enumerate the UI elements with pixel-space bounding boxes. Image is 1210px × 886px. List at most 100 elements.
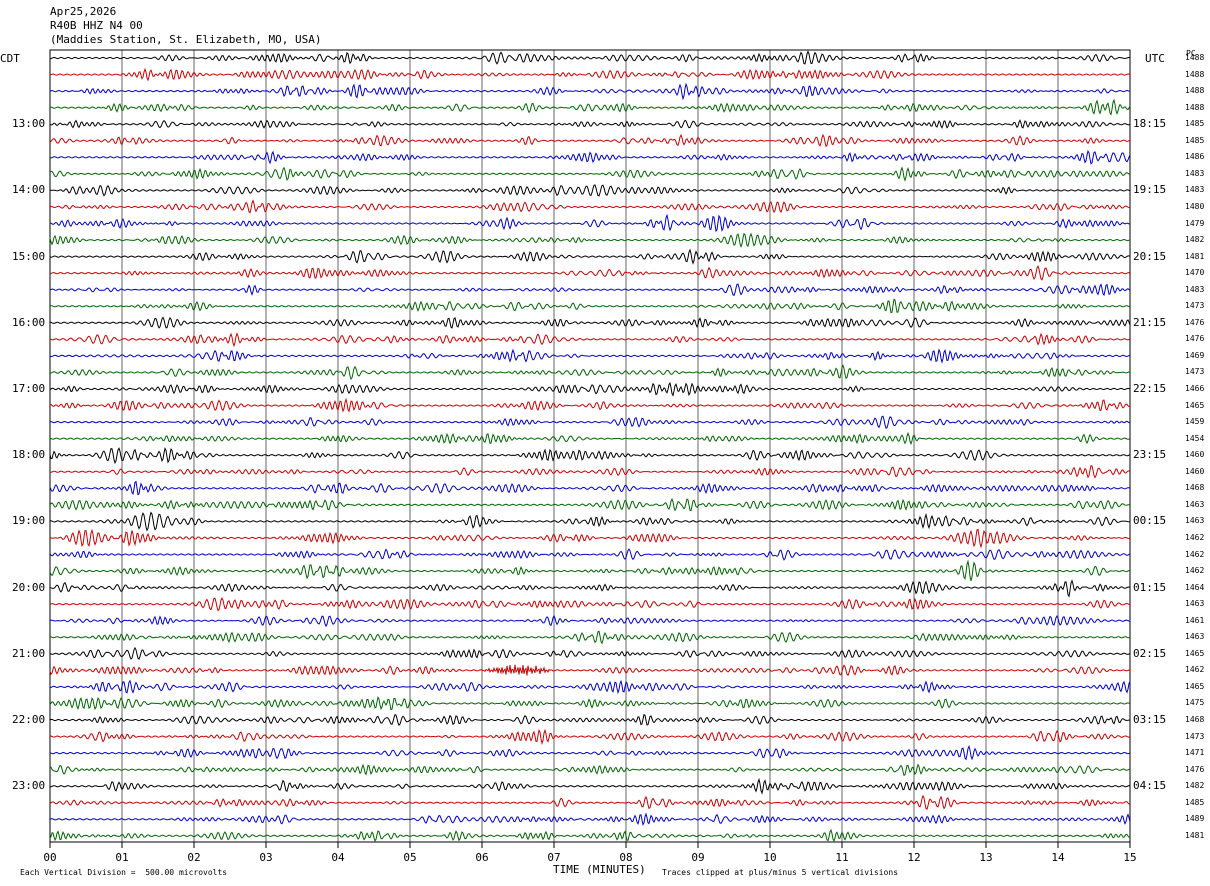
seismic-trace xyxy=(49,812,1131,827)
x-tick-label: 04 xyxy=(331,851,345,864)
utc-hour-label: 03:15 xyxy=(1133,713,1167,726)
utc-hour-label: 18:15 xyxy=(1133,117,1167,131)
trace-pc-value: 1471 xyxy=(1185,748,1205,758)
seismic-trace xyxy=(49,415,1131,429)
cdt-hour-label: 14:00 xyxy=(12,183,46,197)
trace-pc-value: 1454 xyxy=(1185,433,1205,443)
trace-pc-value: 1462 xyxy=(1185,549,1205,559)
trace-pc-value: 1488 xyxy=(1185,102,1205,112)
trace-pc-value: 1485 xyxy=(1185,119,1205,129)
trace-pc-value: 1466 xyxy=(1185,384,1205,393)
utc-hour-label: 19:15 xyxy=(1133,183,1167,197)
seismic-trace xyxy=(49,559,1131,582)
x-tick-label: 01 xyxy=(115,851,129,864)
right-timezone-label: UTC xyxy=(1145,52,1165,65)
seismic-trace xyxy=(49,664,1131,677)
seismic-trace xyxy=(49,149,1131,165)
trace-pc-value: 1468 xyxy=(1185,483,1205,493)
trace-pc-value: 1463 xyxy=(1185,499,1205,509)
utc-hour-label: 04:15 xyxy=(1133,779,1167,793)
x-tick-label: 03 xyxy=(259,851,273,864)
trace-pc-value: 1465 xyxy=(1185,400,1205,410)
cdt-hour-label: 15:00 xyxy=(12,249,46,263)
x-tick-label: 07 xyxy=(547,851,561,864)
seismic-trace xyxy=(49,199,1131,214)
trace-pc-value: 1480 xyxy=(1185,201,1205,211)
trace-pc-value: 1463 xyxy=(1185,599,1205,609)
trace-pc-value: 1462 xyxy=(1185,665,1205,675)
x-tick-label: 14 xyxy=(1051,851,1065,864)
x-tick-label: 13 xyxy=(979,851,993,864)
seismic-trace xyxy=(49,50,1131,65)
cdt-hour-label: 20:00 xyxy=(12,580,46,594)
x-axis-title: TIME (MINUTES) xyxy=(553,863,646,876)
seismic-trace xyxy=(49,828,1131,843)
trace-pc-value: 1483 xyxy=(1185,168,1205,178)
trace-pc-value: 1463 xyxy=(1185,516,1205,526)
clip-note: Traces clipped at plus/minus 5 vertical … xyxy=(662,868,899,877)
seismic-trace xyxy=(49,511,1131,532)
seismic-trace xyxy=(49,316,1131,329)
seismic-trace xyxy=(49,67,1131,82)
seismic-trace xyxy=(49,646,1131,660)
seismic-trace xyxy=(49,447,1131,465)
trace-pc-value: 1469 xyxy=(1185,350,1205,360)
seismic-trace xyxy=(49,133,1131,148)
trace-pc-value: 1483 xyxy=(1185,185,1205,195)
cdt-hour-label: 22:00 xyxy=(12,713,46,726)
trace-pc-value: 1488 xyxy=(1185,53,1205,62)
trace-pc-value: 1473 xyxy=(1185,301,1205,311)
trace-pc-value: 1479 xyxy=(1185,218,1205,228)
trace-pc-value: 1482 xyxy=(1185,781,1205,791)
utc-hour-label: 20:15 xyxy=(1133,249,1167,263)
seismic-trace xyxy=(49,744,1131,761)
seismic-trace xyxy=(49,794,1131,810)
seismic-trace xyxy=(49,298,1131,314)
seismic-trace xyxy=(49,497,1131,512)
seismic-trace xyxy=(49,119,1131,129)
x-tick-label: 10 xyxy=(763,851,777,864)
seismic-trace xyxy=(49,465,1131,479)
seismic-trace xyxy=(49,397,1131,413)
trace-pc-value: 1464 xyxy=(1185,582,1205,592)
trace-pc-value: 1488 xyxy=(1185,86,1205,96)
trace-pc-value: 1481 xyxy=(1185,830,1205,840)
trace-pc-value: 1460 xyxy=(1185,450,1205,460)
seismic-trace xyxy=(49,614,1131,628)
trace-pc-value: 1465 xyxy=(1185,681,1205,691)
seismic-trace xyxy=(49,548,1131,561)
x-tick-label: 02 xyxy=(187,851,201,864)
trace-pc-value: 1465 xyxy=(1185,648,1205,658)
utc-hour-label: 22:15 xyxy=(1133,382,1167,395)
seismic-trace xyxy=(49,213,1131,233)
seismic-trace xyxy=(49,232,1131,249)
scale-note: Each Vertical Division = 500.00 microvol… xyxy=(20,868,228,877)
left-timezone-label: CDT xyxy=(0,52,20,65)
seismic-trace xyxy=(49,528,1131,549)
utc-hour-label: 21:15 xyxy=(1133,315,1167,329)
seismic-trace xyxy=(49,579,1131,598)
plot-frame xyxy=(49,49,1131,843)
trace-pc-value: 1485 xyxy=(1185,135,1205,145)
seismic-trace xyxy=(49,679,1131,695)
trace-pc-value: 1470 xyxy=(1185,268,1205,278)
x-tick-label: 12 xyxy=(907,851,921,864)
pc-header-label: PC xyxy=(1186,49,1196,58)
seismic-trace xyxy=(49,184,1131,197)
trace-pc-value: 1486 xyxy=(1185,152,1205,162)
seismic-trace xyxy=(49,82,1131,101)
cdt-hour-label: 19:00 xyxy=(12,514,46,528)
x-tick-label: 00 xyxy=(43,851,57,864)
x-tick-label: 06 xyxy=(475,851,489,864)
seismic-trace xyxy=(49,98,1131,116)
trace-pc-value: 1476 xyxy=(1185,764,1205,774)
trace-pc-value: 1468 xyxy=(1185,715,1205,724)
trace-pc-value: 1461 xyxy=(1185,615,1205,625)
x-tick-label: 05 xyxy=(403,851,417,864)
cdt-hour-label: 16:00 xyxy=(12,315,46,329)
cdt-hour-label: 13:00 xyxy=(12,117,46,131)
seismic-trace xyxy=(49,431,1131,446)
utc-hour-label: 00:15 xyxy=(1133,514,1167,528)
seismic-trace xyxy=(49,381,1131,397)
trace-pc-value: 1460 xyxy=(1185,466,1205,476)
